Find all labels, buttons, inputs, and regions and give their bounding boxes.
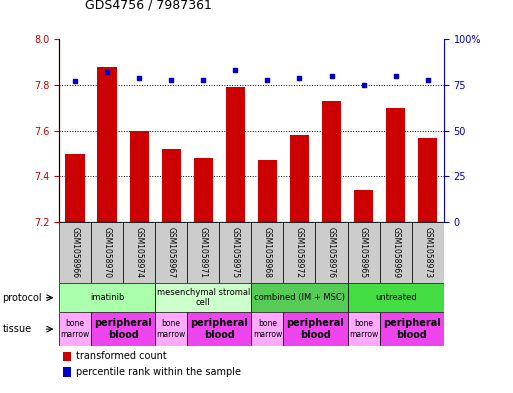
Text: GSM1058967: GSM1058967	[167, 227, 176, 278]
Bar	[322, 101, 341, 222]
Bar	[91, 312, 155, 346]
Point	[360, 82, 368, 88]
Text: combined (IM + MSC): combined (IM + MSC)	[254, 293, 345, 302]
Text: peripheral
blood: peripheral blood	[287, 318, 344, 340]
Text: bone
marrow: bone marrow	[61, 320, 90, 339]
Text: GSM1058970: GSM1058970	[103, 227, 112, 278]
Bar	[226, 87, 245, 222]
Text: GSM1058969: GSM1058969	[391, 227, 400, 278]
Text: GSM1058966: GSM1058966	[70, 227, 80, 278]
Bar	[386, 108, 405, 222]
Point	[199, 76, 207, 83]
Text: GSM1058965: GSM1058965	[359, 227, 368, 278]
Bar	[283, 222, 315, 283]
Text: protocol: protocol	[3, 293, 42, 303]
Bar	[258, 160, 277, 222]
Text: GSM1058976: GSM1058976	[327, 227, 336, 278]
Point	[295, 75, 304, 81]
Bar	[380, 222, 411, 283]
Point	[167, 76, 175, 83]
Bar	[418, 138, 437, 222]
Bar	[155, 222, 187, 283]
Point	[391, 73, 400, 79]
Bar	[251, 283, 348, 312]
Bar	[380, 312, 444, 346]
Bar	[315, 222, 348, 283]
Text: untreated: untreated	[375, 293, 417, 302]
Text: GSM1058972: GSM1058972	[295, 227, 304, 278]
Bar	[348, 222, 380, 283]
Text: peripheral
blood: peripheral blood	[94, 318, 152, 340]
Bar	[123, 222, 155, 283]
Bar	[348, 283, 444, 312]
Text: GSM1058968: GSM1058968	[263, 227, 272, 278]
Bar	[354, 190, 373, 222]
Text: GSM1058974: GSM1058974	[134, 227, 144, 278]
Text: GSM1058971: GSM1058971	[199, 227, 208, 278]
Bar	[290, 135, 309, 222]
Bar	[66, 154, 85, 222]
Point	[424, 76, 432, 83]
Point	[103, 69, 111, 75]
Bar	[162, 149, 181, 222]
Bar	[129, 131, 149, 222]
Bar	[155, 283, 251, 312]
Point	[327, 73, 336, 79]
Bar	[97, 67, 116, 222]
Point	[71, 78, 79, 84]
Text: GSM1058975: GSM1058975	[231, 227, 240, 278]
Text: imatinib: imatinib	[90, 293, 124, 302]
Text: bone
marrow: bone marrow	[349, 320, 378, 339]
Bar	[187, 312, 251, 346]
Text: peripheral
blood: peripheral blood	[190, 318, 248, 340]
Text: tissue: tissue	[3, 324, 32, 334]
Point	[231, 67, 240, 73]
Bar	[411, 222, 444, 283]
Bar	[155, 312, 187, 346]
Text: GDS4756 / 7987361: GDS4756 / 7987361	[85, 0, 211, 12]
Point	[135, 75, 143, 81]
Bar	[348, 312, 380, 346]
Text: bone
marrow: bone marrow	[156, 320, 186, 339]
Text: percentile rank within the sample: percentile rank within the sample	[76, 367, 241, 377]
Bar	[187, 222, 220, 283]
Bar	[91, 222, 123, 283]
Bar	[251, 222, 283, 283]
Bar	[59, 283, 155, 312]
Bar	[59, 222, 91, 283]
Text: GSM1058973: GSM1058973	[423, 227, 432, 278]
Text: peripheral
blood: peripheral blood	[383, 318, 441, 340]
Text: bone
marrow: bone marrow	[253, 320, 282, 339]
Bar	[59, 312, 91, 346]
Bar	[194, 158, 213, 222]
Text: mesenchymal stromal
cell: mesenchymal stromal cell	[156, 288, 250, 307]
Text: transformed count: transformed count	[76, 351, 167, 361]
Bar	[283, 312, 348, 346]
Bar	[251, 312, 283, 346]
Bar	[220, 222, 251, 283]
Point	[263, 76, 271, 83]
Bar	[63, 351, 71, 361]
Bar	[63, 367, 71, 376]
